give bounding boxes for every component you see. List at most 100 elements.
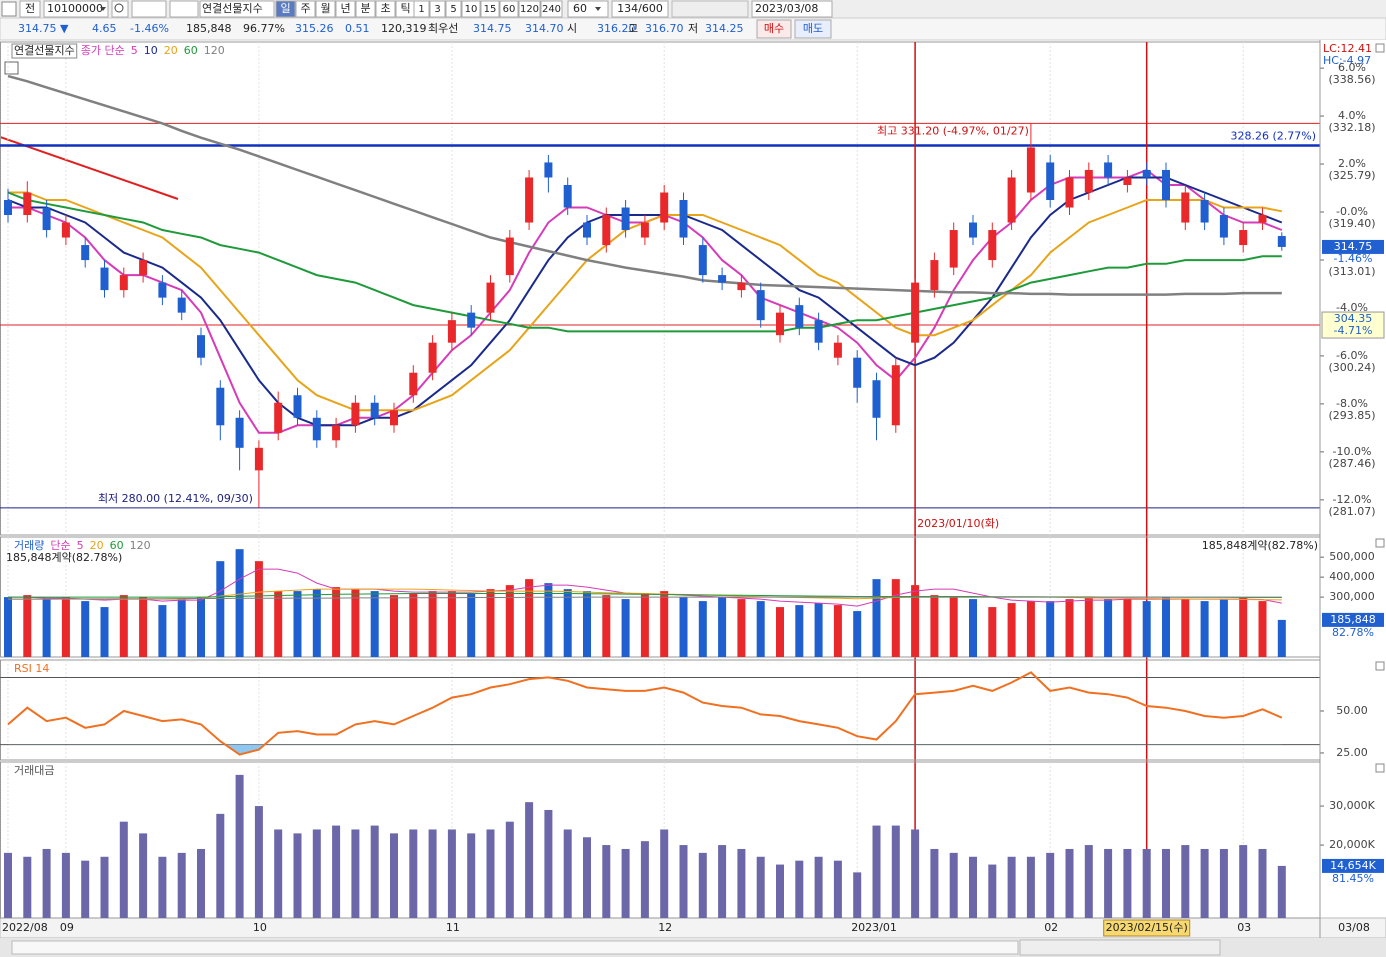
bar	[718, 845, 727, 918]
period-button[interactable]	[335, 0, 356, 18]
line-price: 304.35	[1334, 312, 1373, 325]
x-tick-label: 10	[253, 921, 267, 934]
sound-button[interactable]	[169, 0, 199, 18]
period-button[interactable]	[375, 0, 396, 18]
pct-tick-label: -8.0%	[1336, 397, 1368, 410]
bar	[872, 825, 881, 918]
interval-label: 120	[520, 4, 539, 15]
interval-button[interactable]	[540, 0, 563, 18]
scroll-controls[interactable]	[1019, 939, 1221, 956]
code: 10100000	[47, 2, 103, 15]
menu-icon[interactable]	[1, 1, 17, 17]
interval-button[interactable]	[518, 0, 541, 18]
best-label: 최우선	[428, 22, 458, 35]
interval-button[interactable]	[480, 0, 500, 18]
bar	[911, 585, 920, 657]
value-box-pct: 82.78%	[1332, 626, 1374, 639]
candle-body	[4, 200, 12, 216]
bar	[1007, 856, 1016, 918]
candle-body	[1007, 177, 1016, 223]
x-end-label: 03/08	[1338, 921, 1370, 934]
panel-icon[interactable]	[4, 61, 19, 75]
candle-body	[776, 312, 784, 336]
candle-body	[544, 162, 553, 178]
pct-tick-label: 2.0%	[1338, 157, 1366, 170]
pct-tick-label: 6.0%	[1338, 61, 1366, 74]
dropdown-arrow	[595, 7, 601, 11]
tool-icons[interactable]	[671, 0, 749, 18]
bar	[1239, 597, 1248, 657]
legend-title: 거래대금	[14, 764, 54, 777]
period-button[interactable]	[315, 0, 336, 18]
search-button[interactable]	[111, 0, 129, 18]
bar	[447, 591, 456, 657]
x-tick-label: 09	[60, 921, 74, 934]
link-button[interactable]	[131, 0, 167, 18]
bar	[1065, 848, 1074, 918]
bar	[1258, 601, 1267, 657]
candle-body	[930, 260, 939, 291]
x-tick-label: 2023/01	[851, 921, 897, 934]
price: 314.75 ▼	[18, 22, 69, 35]
bar	[1239, 845, 1248, 918]
bar	[621, 848, 630, 918]
interval-select[interactable]	[567, 0, 609, 18]
buy-button[interactable]	[756, 19, 792, 39]
bar	[853, 611, 862, 657]
candle-body	[216, 387, 225, 426]
period-button[interactable]	[295, 0, 316, 18]
y-tick-label: 300,000	[1329, 590, 1375, 603]
x-tick-label: 03	[1237, 921, 1251, 934]
interval-button[interactable]	[429, 0, 446, 18]
legend-entry: 20	[90, 539, 104, 552]
interval-button[interactable]	[445, 0, 462, 18]
candle-body	[1162, 169, 1170, 201]
candle-body	[23, 192, 32, 216]
bar	[930, 848, 939, 918]
scroll-track[interactable]	[11, 940, 1019, 955]
bar	[4, 852, 12, 918]
bar	[235, 549, 244, 657]
sell: 매도	[803, 22, 823, 35]
bar	[949, 852, 958, 918]
count-box[interactable]	[611, 0, 669, 18]
bar	[254, 561, 263, 657]
period-button[interactable]	[275, 0, 296, 18]
candle-body	[563, 184, 572, 208]
bar	[776, 607, 784, 657]
candle-body	[293, 395, 302, 418]
y-tick-label: 25.00	[1336, 746, 1368, 759]
bar	[1084, 597, 1093, 657]
period-button[interactable]	[355, 0, 376, 18]
bar	[1104, 848, 1113, 918]
code-input[interactable]	[43, 0, 109, 18]
prefix-box[interactable]	[19, 0, 41, 18]
date-box[interactable]	[751, 0, 833, 18]
bar	[409, 829, 418, 918]
bar	[583, 837, 591, 918]
bar	[1142, 848, 1151, 918]
interval-label: 5	[450, 4, 456, 15]
last-pct: -1.46%	[1334, 252, 1373, 265]
pane-close[interactable]	[1375, 538, 1385, 548]
interval-label: 1	[418, 4, 424, 15]
candle-body	[332, 425, 341, 441]
interval-button[interactable]	[461, 0, 481, 18]
pane-close[interactable]	[1375, 661, 1385, 671]
period-label: 년	[340, 2, 350, 15]
bar	[679, 845, 688, 918]
bar	[216, 561, 225, 657]
bar	[81, 860, 90, 918]
sell-button[interactable]	[794, 19, 832, 39]
legend-label: 단순	[50, 539, 70, 552]
bar	[640, 841, 649, 918]
pct-tick-label: -10.0%	[1333, 445, 1372, 458]
bid: 314.70	[525, 22, 564, 35]
pane-close[interactable]	[1375, 763, 1385, 773]
pane-close[interactable]	[1375, 43, 1385, 53]
value-box-label: 14,654K	[1330, 859, 1376, 872]
bar	[1065, 599, 1074, 657]
y-tick-label: 30,000K	[1329, 799, 1375, 812]
interval-button[interactable]	[413, 0, 430, 18]
interval-button[interactable]	[499, 0, 519, 18]
